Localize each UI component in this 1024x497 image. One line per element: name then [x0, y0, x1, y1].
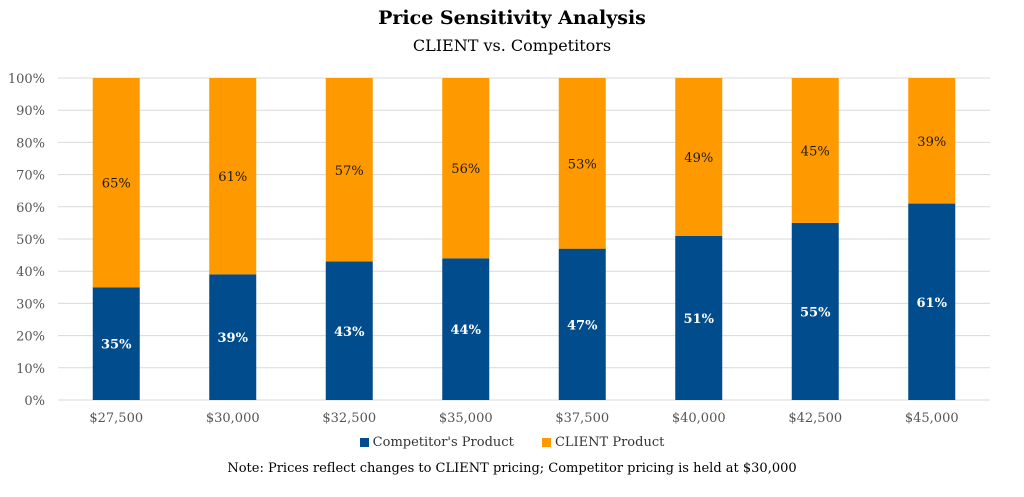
- legend-item-client: CLIENT Product: [541, 435, 665, 450]
- x-tick-label: $35,000: [439, 411, 493, 426]
- chart-subtitle: CLIENT vs. Competitors: [412, 36, 612, 55]
- bar-competitor: [791, 222, 839, 400]
- y-tick-label: 80%: [16, 136, 45, 151]
- data-label-competitor: 39%: [218, 331, 249, 346]
- x-tick-label: $42,500: [788, 411, 842, 426]
- bar-client: [791, 78, 839, 223]
- bar-client: [92, 78, 140, 288]
- data-label-competitor: 47%: [567, 318, 598, 333]
- data-label-client: 61%: [218, 170, 247, 185]
- y-tick-label: 50%: [16, 233, 45, 248]
- bar-client: [908, 78, 956, 204]
- data-label-client: 65%: [102, 177, 131, 192]
- bar-competitor: [558, 248, 606, 400]
- legend-item-competitor: Competitor's Product: [359, 435, 514, 450]
- legend-swatch-client: [541, 438, 551, 447]
- y-tick-label: 20%: [16, 330, 45, 345]
- y-tick-label: 70%: [16, 169, 45, 184]
- data-label-client: 56%: [451, 162, 480, 177]
- x-tick-label: $32,500: [322, 411, 376, 426]
- legend-label-client: CLIENT Product: [554, 435, 665, 450]
- bar-client: [209, 78, 257, 275]
- bar-client: [442, 78, 490, 259]
- x-tick-label: $45,000: [905, 411, 959, 426]
- y-tick-label: 60%: [16, 201, 45, 216]
- data-label-competitor: 61%: [917, 296, 948, 311]
- bar-competitor: [209, 274, 257, 400]
- data-label-competitor: 44%: [451, 323, 482, 338]
- y-tick-label: 90%: [16, 104, 45, 119]
- bar-competitor: [442, 258, 490, 400]
- legend-swatch-competitor: [359, 438, 369, 447]
- data-label-client: 57%: [335, 164, 364, 179]
- data-label-client: 45%: [801, 144, 830, 159]
- data-label-competitor: 43%: [334, 325, 365, 340]
- bar-competitor: [325, 261, 373, 400]
- data-label-client: 49%: [684, 151, 713, 166]
- bar-competitor: [908, 203, 956, 400]
- data-label-client: 39%: [917, 135, 946, 150]
- x-tick-label: $37,500: [555, 411, 609, 426]
- y-tick-label: 30%: [16, 297, 45, 312]
- y-tick-label: 40%: [16, 265, 45, 280]
- data-label-competitor: 35%: [101, 338, 132, 353]
- bar-client: [325, 78, 373, 262]
- chart-title: Price Sensitivity Analysis: [378, 7, 646, 29]
- legend-label-competitor: Competitor's Product: [372, 435, 514, 450]
- data-label-competitor: 51%: [684, 312, 715, 327]
- x-tick-label: $27,500: [89, 411, 143, 426]
- data-label-competitor: 55%: [800, 305, 831, 320]
- chart-note: Note: Prices reflect changes to CLIENT p…: [227, 461, 797, 476]
- y-tick-label: 10%: [16, 362, 45, 377]
- y-tick-label: 0%: [24, 394, 45, 409]
- bar-client: [675, 78, 723, 236]
- bar-competitor: [92, 287, 140, 400]
- y-tick-label: 100%: [8, 72, 45, 87]
- bar-competitor: [675, 235, 723, 400]
- legend: Competitor's Product CLIENT Product: [0, 435, 1024, 451]
- x-tick-label: $30,000: [206, 411, 260, 426]
- x-tick-label: $40,000: [672, 411, 726, 426]
- bar-client: [558, 78, 606, 249]
- data-label-client: 53%: [568, 157, 597, 172]
